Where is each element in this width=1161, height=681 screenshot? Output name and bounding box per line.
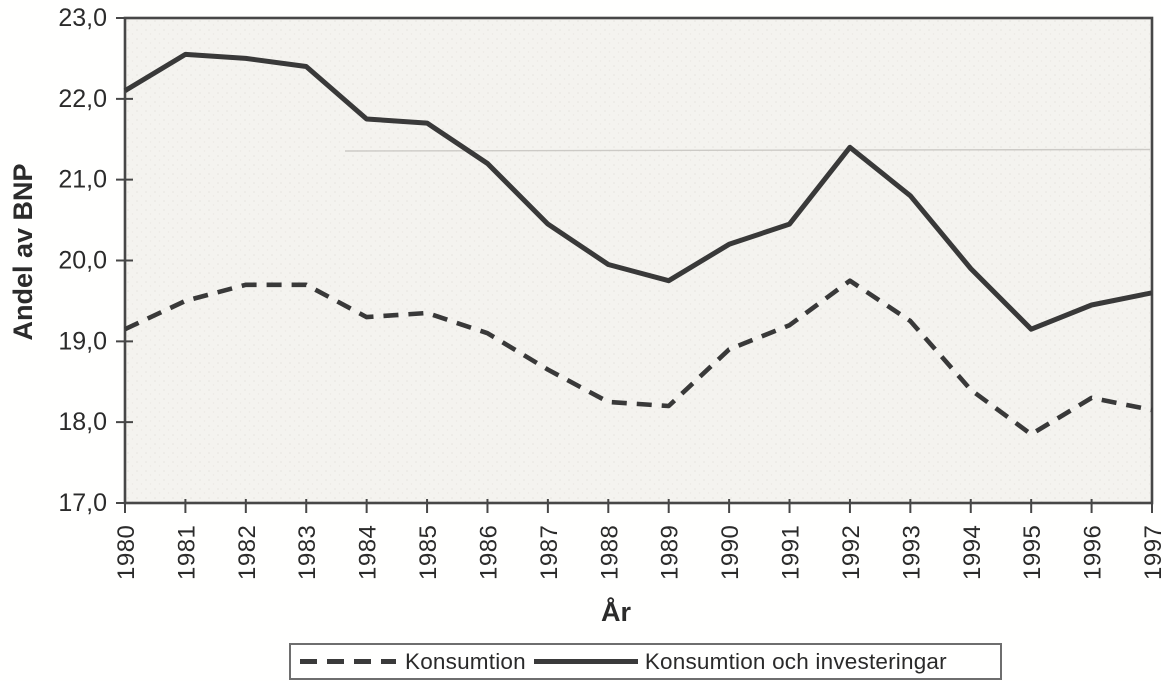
x-axis-tick-label: 1993 (898, 525, 925, 580)
x-axis-tick-label: 1991 (778, 525, 805, 580)
y-axis-title: Andel av BNP (8, 163, 38, 340)
y-axis-tick-label: 18,0 (58, 408, 107, 436)
x-axis-tick-label: 1992 (838, 525, 865, 580)
x-axis-tick-label: 1988 (596, 525, 623, 580)
legend-dashed-line-sample (300, 659, 396, 664)
x-axis-tick-label: 1997 (1140, 525, 1161, 580)
x-axis-tick-label: 1994 (959, 525, 986, 580)
y-axis-tick-label: 21,0 (58, 166, 107, 194)
x-axis-title: År (601, 596, 631, 627)
y-axis-tick-label: 19,0 (58, 327, 107, 355)
x-axis-tick-label: 1980 (113, 525, 140, 580)
legend-solid-line-sample (533, 659, 638, 664)
y-axis-tick-label: 22,0 (58, 85, 107, 113)
x-axis-tick-label: 1986 (475, 525, 502, 580)
legend: Konsumtion Konsumtion och investeringar (289, 643, 1002, 680)
x-axis-tick-label: 1984 (355, 525, 382, 580)
y-axis-tick-label: 17,0 (58, 489, 107, 517)
x-axis-tick-label: 1989 (657, 525, 684, 580)
x-axis-tick-label: 1995 (1019, 525, 1046, 580)
series-line-solid (123, 51, 1153, 332)
legend-label-konsumtion-och-investeringar: Konsumtion och investeringar (644, 648, 947, 674)
x-axis-tick-label: 1981 (173, 525, 200, 580)
series-line-dashed (124, 278, 1153, 437)
x-axis-tick-label: 1987 (536, 525, 563, 580)
plot-area (125, 18, 1152, 503)
y-axis-tick-label: 23,0 (58, 4, 107, 32)
plot-frame (123, 16, 1154, 505)
legend-label-konsumtion: Konsumtion (405, 648, 526, 674)
x-axis-tick-label: 1990 (717, 525, 744, 580)
x-axis-tick-label: 1982 (234, 525, 261, 580)
x-axis-tick-label: 1996 (1080, 525, 1107, 580)
y-axis-tick-label: 20,0 (58, 247, 107, 275)
x-axis-tick-label: 1983 (294, 525, 321, 580)
scan-artifact-line (344, 148, 1151, 152)
x-axis-tick-label: 1985 (415, 525, 442, 580)
